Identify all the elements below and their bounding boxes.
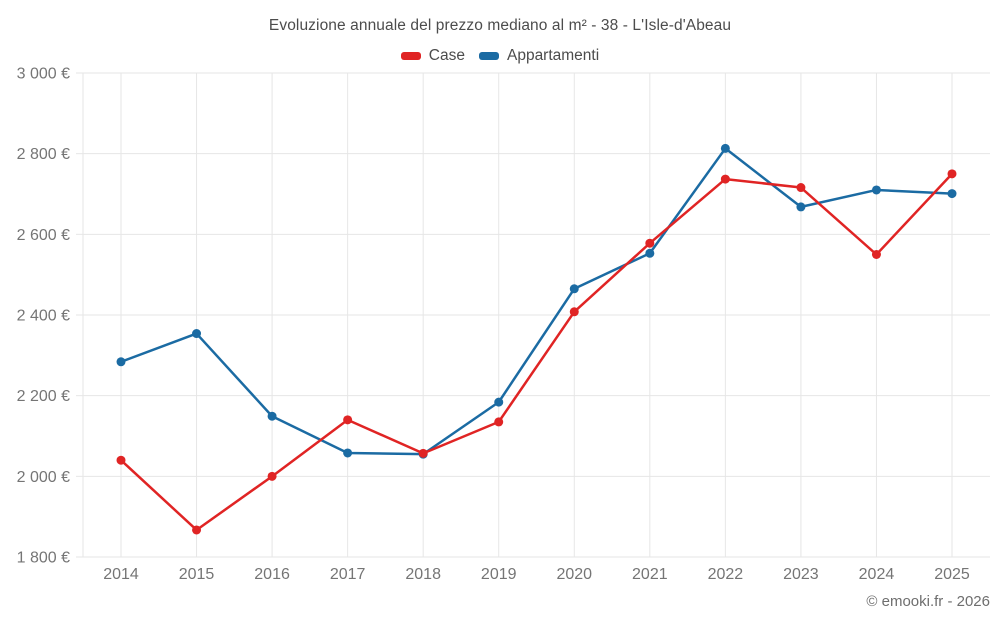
data-point-case-2024[interactable] [871, 250, 881, 259]
data-point-case-2021[interactable] [645, 238, 655, 248]
data-point-case-2017[interactable] [343, 415, 353, 425]
chart-title: Evoluzione annuale del prezzo mediano al… [268, 17, 732, 34]
x-tick-label: 2020 [556, 566, 592, 583]
y-tick-label: 2 200 € [17, 388, 70, 405]
series-line-case [119, 172, 954, 532]
x-tick-label: 2014 [103, 566, 139, 583]
data-point-appartamenti-2025[interactable] [947, 189, 957, 199]
y-tick-label: 2 000 € [17, 469, 70, 486]
data-point-case-2023[interactable] [796, 183, 806, 193]
x-tick-label: 2019 [481, 566, 517, 583]
data-point-appartamenti-2020[interactable] [569, 284, 579, 294]
data-point-case-2016[interactable] [267, 471, 277, 481]
legend-swatch-case [400, 52, 421, 60]
data-point-case-2015[interactable] [192, 525, 202, 535]
x-tick-label: 2025 [934, 566, 970, 583]
data-point-case-2014[interactable] [116, 455, 126, 465]
x-tick-label: 2017 [330, 566, 366, 583]
legend-swatch-appartamenti [478, 52, 499, 60]
series-line-appartamenti [119, 147, 954, 456]
data-point-appartamenti-2014[interactable] [116, 357, 126, 367]
x-tick-label: 2015 [179, 566, 215, 583]
y-tick-label: 2 600 € [17, 227, 70, 244]
data-point-appartamenti-2022[interactable] [720, 143, 730, 153]
y-tick-label: 3 000 € [17, 66, 70, 83]
data-point-appartamenti-2023[interactable] [796, 202, 806, 212]
legend-label-appartamenti: Appartamenti [506, 47, 600, 64]
data-point-appartamenti-2016[interactable] [267, 411, 277, 421]
x-tick-label: 2021 [632, 566, 668, 583]
copyright-text: © emooki.fr - 2026 [866, 593, 990, 610]
legend-item-appartamenti[interactable]: Appartamenti [478, 47, 600, 65]
legend-label-case: Case [428, 47, 465, 64]
data-point-case-2025[interactable] [947, 169, 957, 179]
data-point-appartamenti-2024[interactable] [871, 185, 881, 195]
legend: Case Appartamenti [0, 47, 1000, 65]
data-point-case-2019[interactable] [494, 417, 504, 427]
y-tick-label: 1 800 € [17, 550, 70, 567]
data-point-appartamenti-2019[interactable] [494, 397, 504, 407]
data-point-appartamenti-2017[interactable] [343, 448, 353, 458]
data-point-appartamenti-2021[interactable] [645, 248, 655, 258]
x-tick-label: 2018 [405, 566, 441, 583]
legend-item-case[interactable]: Case [400, 47, 465, 65]
x-tick-label: 2023 [783, 566, 819, 583]
x-tick-label: 2016 [254, 566, 290, 583]
data-point-case-2018[interactable] [418, 448, 428, 458]
x-tick-label: 2024 [859, 566, 895, 583]
data-point-case-2022[interactable] [720, 174, 730, 184]
data-point-appartamenti-2015[interactable] [192, 329, 202, 339]
x-tick-label: 2022 [708, 566, 744, 583]
data-point-case-2020[interactable] [569, 307, 579, 317]
y-tick-label: 2 800 € [17, 146, 70, 163]
y-tick-label: 2 400 € [17, 308, 70, 325]
